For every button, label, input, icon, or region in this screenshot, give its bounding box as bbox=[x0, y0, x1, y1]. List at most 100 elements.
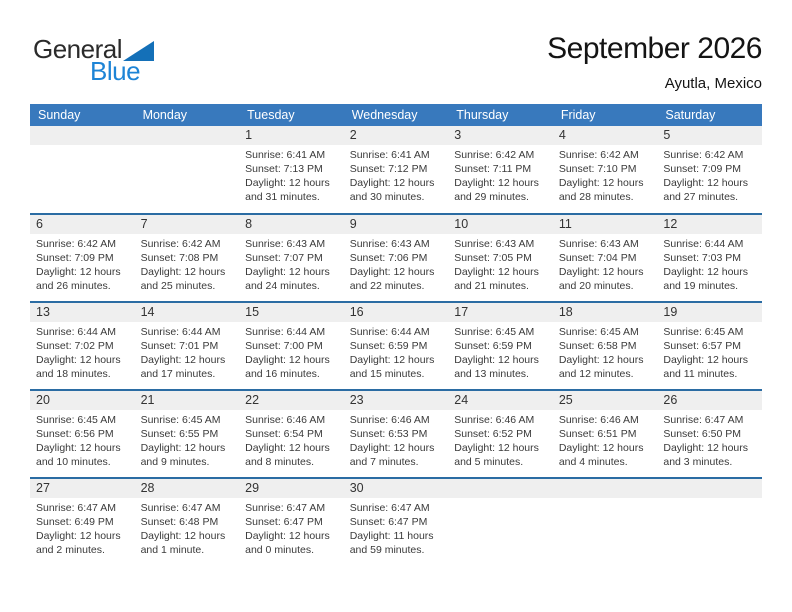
daylight-text: Daylight: 12 hours and 29 minutes. bbox=[454, 176, 539, 203]
daylight-text: Daylight: 12 hours and 21 minutes. bbox=[454, 265, 539, 292]
day-number: 19 bbox=[657, 303, 762, 322]
day-details: Sunrise: 6:44 AM Sunset: 7:02 PM Daylight:… bbox=[30, 322, 135, 382]
day-number: 5 bbox=[657, 126, 762, 145]
day-number: 29 bbox=[239, 479, 344, 498]
day-details: Sunrise: 6:42 AM Sunset: 7:09 PM Daylight:… bbox=[657, 145, 762, 205]
day-cell-29: 29 Sunrise: 6:47 AM Sunset: 6:47 PM Dayligh… bbox=[239, 477, 344, 566]
day-details: Sunrise: 6:47 AM Sunset: 6:47 PM Daylight:… bbox=[239, 498, 344, 558]
empty-day-cell bbox=[30, 126, 135, 214]
day-number: 10 bbox=[448, 215, 553, 234]
day-cell-25: 25 Sunrise: 6:46 AM Sunset: 6:51 PM Dayligh… bbox=[552, 389, 658, 478]
day-number: 25 bbox=[552, 391, 658, 410]
sunset-text: Sunset: 6:52 PM bbox=[454, 427, 532, 440]
weekday-header-row: Sunday Monday Tuesday Wednesday Thursday Frid… bbox=[30, 104, 762, 126]
day-details: Sunrise: 6:45 AM Sunset: 6:59 PM Daylight:… bbox=[448, 322, 553, 382]
sunrise-text: Sunrise: 6:43 AM bbox=[245, 238, 326, 250]
sunrise-text: Sunrise: 6:45 AM bbox=[558, 326, 639, 338]
day-cell-30: 30 Sunrise: 6:47 AM Sunset: 6:47 PM Dayligh… bbox=[343, 477, 449, 566]
sunset-text: Sunset: 6:54 PM bbox=[245, 427, 323, 440]
sunrise-text: Sunrise: 6:44 AM bbox=[36, 326, 116, 338]
day-number: 20 bbox=[30, 391, 135, 410]
day-number: 22 bbox=[239, 391, 344, 410]
sunset-text: Sunset: 7:07 PM bbox=[245, 251, 323, 264]
day-number: 9 bbox=[343, 215, 449, 234]
day-details: Sunrise: 6:42 AM Sunset: 7:11 PM Daylight:… bbox=[448, 145, 553, 205]
day-details: Sunrise: 6:47 AM Sunset: 6:48 PM Daylight:… bbox=[135, 498, 240, 558]
day-number bbox=[134, 126, 240, 145]
sunset-text: Sunset: 7:09 PM bbox=[663, 162, 742, 175]
daylight-text: Daylight: 12 hours and 7 minutes. bbox=[349, 441, 435, 468]
day-cell-10: 10 Sunrise: 6:43 AM Sunset: 7:05 PM Dayligh… bbox=[448, 213, 553, 302]
sunrise-text: Sunrise: 6:45 AM bbox=[36, 414, 116, 426]
day-number bbox=[657, 479, 762, 498]
day-details: Sunrise: 6:45 AM Sunset: 6:56 PM Daylight:… bbox=[30, 410, 135, 470]
day-cell-16: 16 Sunrise: 6:44 AM Sunset: 6:59 PM Dayligh… bbox=[343, 301, 449, 390]
sunrise-text: Sunrise: 6:45 AM bbox=[454, 326, 535, 338]
day-number: 7 bbox=[134, 215, 240, 234]
daylight-text: Daylight: 12 hours and 18 minutes. bbox=[36, 353, 121, 380]
day-number: 15 bbox=[239, 303, 344, 322]
day-number: 24 bbox=[448, 391, 553, 410]
sunrise-text: Sunrise: 6:46 AM bbox=[245, 414, 326, 426]
day-number bbox=[30, 126, 135, 145]
empty-day-cell bbox=[657, 477, 762, 566]
daylight-text: Daylight: 12 hours and 0 minutes. bbox=[245, 529, 330, 556]
day-details: Sunrise: 6:45 AM Sunset: 6:58 PM Daylight:… bbox=[553, 322, 658, 382]
weekday-header-wednesday: Wednesday bbox=[343, 104, 449, 126]
daylight-text: Daylight: 12 hours and 25 minutes. bbox=[140, 265, 226, 292]
day-number: 21 bbox=[134, 391, 240, 410]
weekday-header-tuesday: Tuesday bbox=[239, 104, 344, 126]
day-cell-21: 21 Sunrise: 6:45 AM Sunset: 6:55 PM Dayligh… bbox=[134, 389, 240, 478]
sunrise-text: Sunrise: 6:43 AM bbox=[558, 238, 639, 250]
sunset-text: Sunset: 6:47 PM bbox=[349, 515, 428, 528]
day-cell-9: 9 Sunrise: 6:43 AM Sunset: 7:06 PM Daylight… bbox=[343, 213, 449, 302]
day-details: Sunrise: 6:44 AM Sunset: 7:01 PM Daylight:… bbox=[135, 322, 240, 382]
day-cell-23: 23 Sunrise: 6:46 AM Sunset: 6:53 PM Dayligh… bbox=[343, 389, 449, 478]
day-cell-14: 14 Sunrise: 6:44 AM Sunset: 7:01 PM Dayligh… bbox=[134, 301, 240, 390]
sunset-text: Sunset: 7:04 PM bbox=[558, 251, 637, 264]
daylight-text: Daylight: 12 hours and 10 minutes. bbox=[36, 441, 121, 468]
day-details: Sunrise: 6:47 AM Sunset: 6:50 PM Daylight:… bbox=[657, 410, 762, 470]
logo-text-blue: Blue bbox=[90, 56, 141, 86]
daylight-text: Daylight: 12 hours and 26 minutes. bbox=[36, 265, 121, 292]
sunrise-text: Sunrise: 6:47 AM bbox=[349, 502, 430, 514]
sunrise-text: Sunrise: 6:45 AM bbox=[663, 326, 744, 338]
day-number: 1 bbox=[239, 126, 344, 145]
day-cell-13: 13 Sunrise: 6:44 AM Sunset: 7:02 PM Dayligh… bbox=[30, 301, 135, 390]
sunset-text: Sunset: 7:13 PM bbox=[245, 162, 323, 175]
sunset-text: Sunset: 7:00 PM bbox=[245, 339, 323, 352]
day-details: Sunrise: 6:45 AM Sunset: 6:55 PM Daylight:… bbox=[135, 410, 240, 470]
sunset-text: Sunset: 7:11 PM bbox=[454, 162, 532, 175]
sunset-text: Sunset: 6:57 PM bbox=[663, 339, 742, 352]
day-cell-2: 2 Sunrise: 6:41 AM Sunset: 7:12 PM Daylight… bbox=[343, 126, 449, 214]
logo-text-general: General bbox=[33, 34, 123, 64]
sunset-text: Sunset: 6:50 PM bbox=[663, 427, 742, 440]
daylight-text: Daylight: 12 hours and 16 minutes. bbox=[245, 353, 330, 380]
day-cell-4: 4 Sunrise: 6:42 AM Sunset: 7:10 PM Daylight… bbox=[552, 126, 658, 214]
day-number: 12 bbox=[657, 215, 762, 234]
day-cell-1: 1 Sunrise: 6:41 AM Sunset: 7:13 PM Daylight… bbox=[239, 126, 344, 214]
day-cell-12: 12 Sunrise: 6:44 AM Sunset: 7:03 PM Dayligh… bbox=[657, 213, 762, 302]
day-details: Sunrise: 6:46 AM Sunset: 6:52 PM Daylight:… bbox=[448, 410, 553, 470]
sunrise-text: Sunrise: 6:46 AM bbox=[454, 414, 535, 426]
day-number bbox=[552, 479, 658, 498]
generalblue-logo: General Blue bbox=[33, 36, 154, 84]
daylight-text: Daylight: 12 hours and 3 minutes. bbox=[663, 441, 749, 468]
sunset-text: Sunset: 7:09 PM bbox=[36, 251, 114, 264]
day-cell-19: 19 Sunrise: 6:45 AM Sunset: 6:57 PM Dayligh… bbox=[657, 301, 762, 390]
sunrise-text: Sunrise: 6:41 AM bbox=[245, 149, 326, 161]
week-row-1: 1 Sunrise: 6:41 AM Sunset: 7:13 PM Daylight… bbox=[30, 126, 762, 214]
sunrise-text: Sunrise: 6:45 AM bbox=[140, 414, 221, 426]
day-number: 30 bbox=[343, 479, 449, 498]
empty-day-cell bbox=[448, 477, 553, 566]
sunrise-text: Sunrise: 6:47 AM bbox=[663, 414, 744, 426]
sunrise-text: Sunrise: 6:41 AM bbox=[349, 149, 430, 161]
day-cell-7: 7 Sunrise: 6:42 AM Sunset: 7:08 PM Daylight… bbox=[134, 213, 240, 302]
daylight-text: Daylight: 12 hours and 8 minutes. bbox=[245, 441, 330, 468]
day-details: Sunrise: 6:43 AM Sunset: 7:06 PM Daylight:… bbox=[344, 234, 449, 294]
weekday-header-sunday: Sunday bbox=[30, 104, 135, 126]
sunset-text: Sunset: 6:59 PM bbox=[349, 339, 428, 352]
daylight-text: Daylight: 12 hours and 28 minutes. bbox=[558, 176, 644, 203]
sunset-text: Sunset: 7:08 PM bbox=[140, 251, 219, 264]
daylight-text: Daylight: 12 hours and 13 minutes. bbox=[454, 353, 539, 380]
